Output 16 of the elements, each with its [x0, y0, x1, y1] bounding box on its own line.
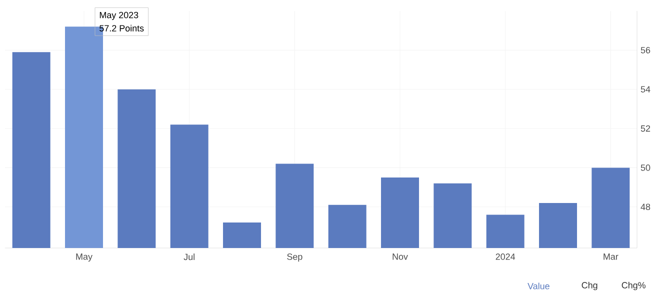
text: Chg%: [622, 282, 646, 290]
annotation: 57.2 Points: [100, 24, 144, 32]
y-tick-label: 54: [640, 86, 650, 92]
y-tick-label: 56: [640, 46, 650, 54]
y-tick-label: 48: [640, 204, 650, 210]
x-tick-label: May: [76, 254, 92, 262]
x-tick-label: Sep: [287, 254, 302, 262]
x-tick-label: 2024: [496, 254, 516, 260]
text: Chg: [582, 282, 598, 290]
annotation: May 2023: [100, 12, 138, 20]
x-tick-label: Jul: [184, 254, 194, 260]
text: Value: [528, 282, 550, 290]
x-tick-label: Mar: [604, 254, 618, 260]
y-tick-label: 52: [640, 125, 650, 132]
y-tick-label: 50: [640, 164, 650, 171]
x-tick-label: Nov: [392, 254, 408, 260]
